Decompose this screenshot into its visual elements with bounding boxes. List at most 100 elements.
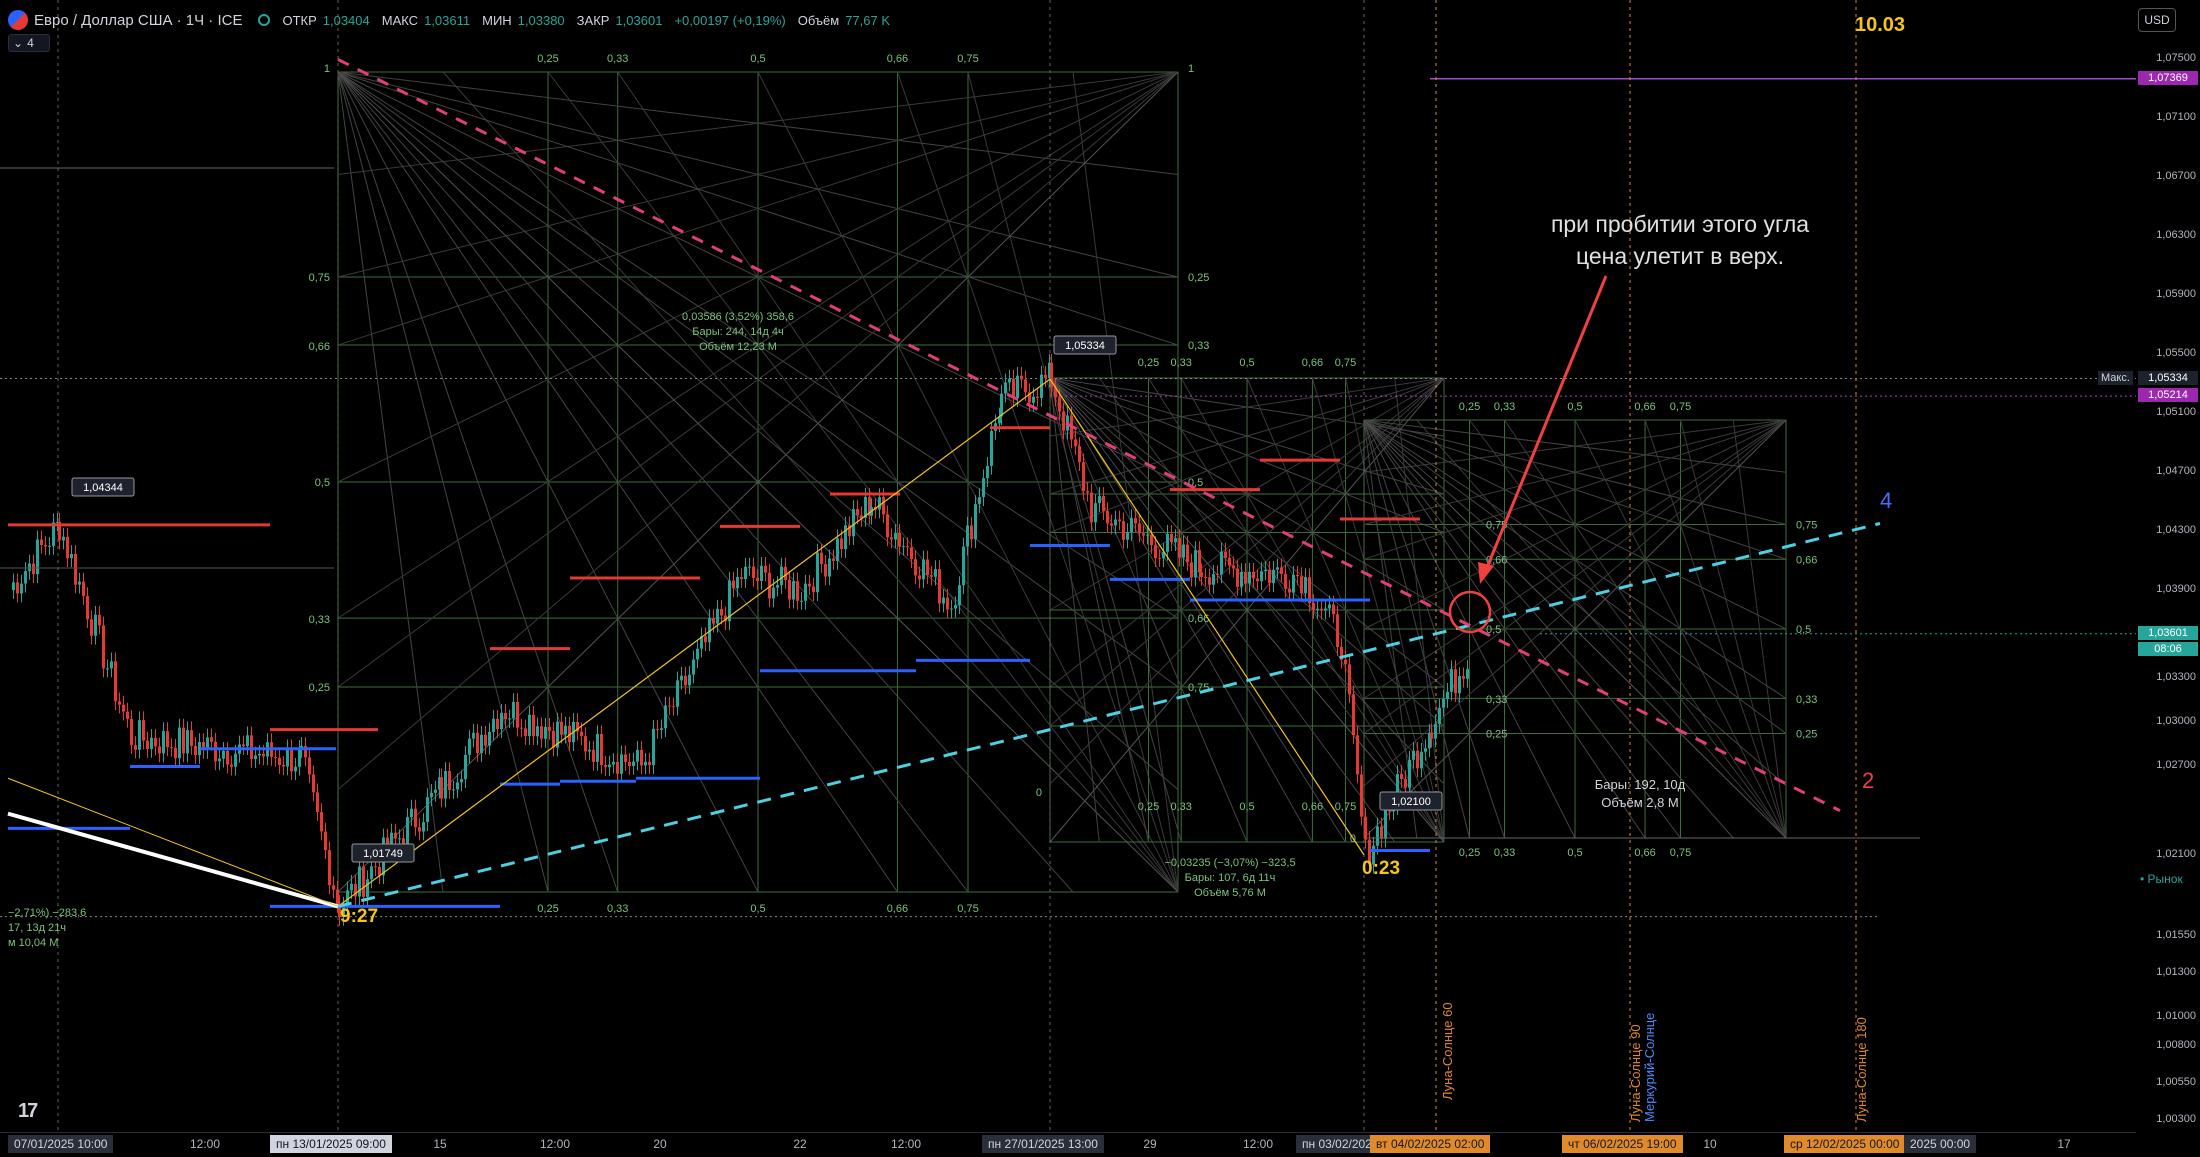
candle-body xyxy=(1300,576,1303,594)
time-tick-label: 29 xyxy=(1143,1137,1157,1151)
gann3-bottom-label: 0,33 xyxy=(1494,847,1515,859)
close-label: ЗАКР xyxy=(576,12,610,28)
gann-box-3-fan xyxy=(1644,419,1787,839)
candle-body xyxy=(970,525,973,540)
time-marker-box[interactable]: пн 03/02/2025 xyxy=(1296,1135,1385,1153)
legend-count: 4 xyxy=(27,36,34,50)
candle-body xyxy=(1098,496,1101,504)
candle-body xyxy=(684,675,687,686)
candle-body xyxy=(114,661,117,702)
annotation-arrow xyxy=(1484,275,1608,571)
candle-body xyxy=(640,749,643,766)
tradingview-logo-icon[interactable]: 17 xyxy=(18,1100,38,1122)
candle-body xyxy=(418,827,421,832)
candle-body xyxy=(170,747,173,749)
gann-top-label: 0,33 xyxy=(607,53,628,65)
candle-body xyxy=(1462,676,1465,679)
currency-button[interactable]: USD xyxy=(2138,8,2176,32)
gann3-top-label: 0,66 xyxy=(1634,401,1655,413)
candle-body xyxy=(480,734,483,754)
candle-body xyxy=(166,731,169,748)
candle-body xyxy=(1356,735,1359,775)
price-badge: 08:06 xyxy=(2138,641,2198,656)
market-status-icon xyxy=(258,14,271,26)
time-axis[interactable]: 12:00 15 12:00 20 22 12:00 29 12:00 10 17 07/01/20… xyxy=(0,1132,2136,1157)
candle-body xyxy=(560,721,563,735)
candle-body xyxy=(472,732,475,739)
time-marker-box[interactable]: 07/01/2025 10:00 xyxy=(8,1135,114,1153)
gann3-top-label: 0,33 xyxy=(1494,401,1515,413)
candle-body xyxy=(1208,577,1211,585)
candle-body xyxy=(1344,659,1347,665)
candle-body xyxy=(1054,387,1057,398)
candle-body xyxy=(816,552,819,593)
time-marker-box[interactable]: пн 27/01/2025 13:00 xyxy=(982,1135,1104,1153)
candle-body xyxy=(906,546,909,548)
candle-body xyxy=(584,736,587,752)
gann-top-label: 0,75 xyxy=(957,53,978,65)
candle-body xyxy=(414,808,417,828)
gann-box-3-fan xyxy=(1363,419,1787,699)
candle-body xyxy=(1316,608,1319,611)
gann-box-3-fan xyxy=(1363,419,1734,839)
time-marker-box[interactable]: вт 04/02/2025 02:00 xyxy=(1370,1135,1491,1153)
candle-body xyxy=(1232,565,1235,569)
symbol-title[interactable]: Евро / Доллар США · 1Ч · ICE xyxy=(34,11,243,29)
yellow-trendline-up xyxy=(337,378,1051,907)
candle-body xyxy=(958,585,961,606)
candle-body xyxy=(40,539,43,545)
gann2-zero-label: 0 xyxy=(1036,787,1042,799)
candle-body xyxy=(1276,567,1279,570)
candle-body xyxy=(1264,569,1267,572)
candle-body xyxy=(812,586,815,593)
candle-body xyxy=(452,789,455,791)
candle-body xyxy=(1166,533,1169,552)
candle-body xyxy=(772,587,775,599)
candle-body xyxy=(680,675,683,681)
chart-header: Евро / Доллар США · 1Ч · ICE ОТКР 1,0340… xyxy=(8,8,896,32)
gann-box-2-fan xyxy=(1049,377,1149,843)
time-marker-box[interactable]: ср 12/02/2025 00:00 xyxy=(1784,1135,1906,1153)
price-tick-label: 1,03900 xyxy=(2156,582,2196,595)
yellow-trendline-left xyxy=(7,777,339,907)
time-tick-label: 12:00 xyxy=(890,1137,922,1151)
candle-body xyxy=(1150,534,1153,546)
candle-body xyxy=(230,764,233,767)
candle-body xyxy=(1420,751,1423,769)
cyan-trendline xyxy=(337,521,1881,908)
time-marker-box[interactable]: 2025 00:00 xyxy=(1904,1135,1977,1153)
candle-body xyxy=(48,545,51,547)
gann-box-3-fan xyxy=(1363,419,1787,630)
gann-box-2-fan xyxy=(1098,377,1445,843)
candle-body xyxy=(36,539,39,575)
indicator-legend-toggle[interactable]: ⌄ 4 xyxy=(8,34,50,52)
gann2-bottom-label: 0,66 xyxy=(1302,801,1323,813)
price-chart[interactable]: 0,25 0,25 0,25 0,25 0,33 0,33 0,33 0,33 0,5 0,5 0,… xyxy=(0,0,2136,1132)
candle-body xyxy=(764,565,767,573)
candle-body xyxy=(444,771,447,799)
candle-body xyxy=(262,753,265,757)
candle-body xyxy=(1340,646,1343,660)
candle-body xyxy=(1332,604,1335,615)
high-label: МАКС xyxy=(381,12,419,28)
candle-body xyxy=(1308,577,1311,604)
candle-body xyxy=(632,761,635,766)
candle-body xyxy=(780,566,783,586)
time-marker-box[interactable]: пн 13/01/2025 09:00 xyxy=(270,1135,392,1153)
gann-box-3-diag xyxy=(1363,419,1787,839)
candle-body xyxy=(748,566,751,568)
candle-body xyxy=(94,614,97,636)
candle-body xyxy=(1450,669,1453,692)
candle-body xyxy=(134,745,137,750)
price-callout-text: 1,04344 xyxy=(83,482,123,494)
candle-body xyxy=(1106,511,1109,524)
candle-body xyxy=(1028,392,1031,403)
candle-body xyxy=(828,558,831,577)
candle-body xyxy=(704,636,707,643)
time-marker-box[interactable]: чт 06/02/2025 19:00 xyxy=(1562,1135,1683,1153)
candle-body xyxy=(492,718,495,732)
gann-box-1-fan xyxy=(337,71,1179,688)
gann-box-2-diag xyxy=(1049,377,1445,843)
gann-right-label: 0,33 xyxy=(1188,340,1209,352)
price-axis[interactable]: 1,07500 1,07100 1,06700 1,06300 1,05900 1,055… xyxy=(2136,38,2200,1132)
